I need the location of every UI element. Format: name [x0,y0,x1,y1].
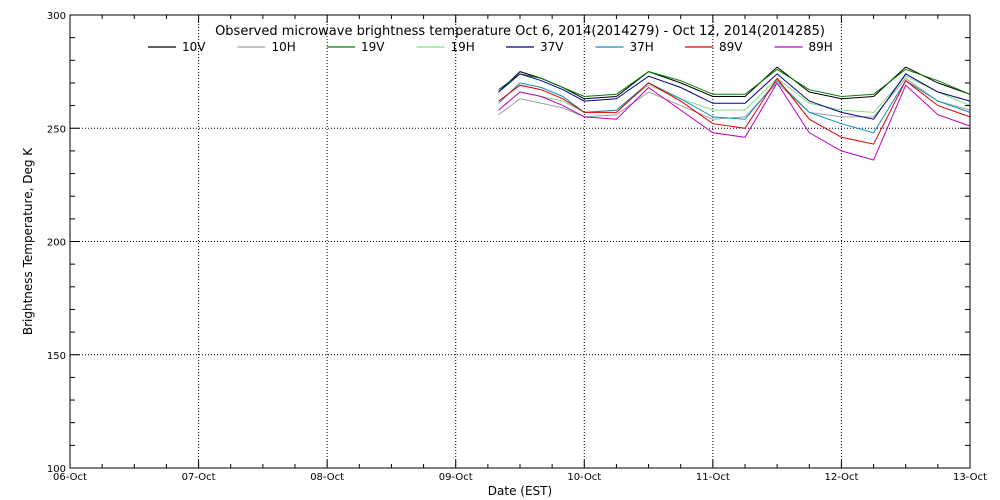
y-tick-label: 250 [47,124,66,135]
x-tick-label: 12-Oct [824,472,858,483]
series-line-19h [498,75,971,113]
tick-marks [69,14,971,469]
series-line-37h [498,79,971,134]
y-tick-label: 100 [47,464,66,475]
series-line-19v [498,68,971,98]
x-tick-label: 07-Oct [182,472,216,483]
y-axis-label: Brightness Temperature, Deg K [21,147,35,335]
series-line-10h [498,77,971,120]
x-tick-label: 06-Oct [53,472,87,483]
y-tick-label: 200 [47,238,66,249]
y-tick-label: 300 [47,11,66,22]
x-tick-label: 08-Oct [310,472,344,483]
x-tick-labels: 06-Oct 07-Oct 08-Oct 09-Oct 10-Oct 11-Oct 12-O… [53,472,987,483]
legend-label-37h: 37H [630,40,654,54]
legend-label-89h: 89H [809,40,833,54]
series-line-37v [498,73,971,120]
chart-title: Observed microwave brightness temperatur… [215,24,825,39]
legend-label-19v: 19V [361,40,385,54]
series-line-89v [498,77,971,145]
grid-lines [70,15,970,468]
legend-label-19h: 19H [451,40,475,54]
x-tick-label: 11-Oct [696,472,730,483]
legend: 10V 10H 19V 19H 37V 37H 89V 89H [148,40,833,54]
y-tick-labels: 100 150 200 250 300 [47,11,66,475]
y-tick-label: 150 [47,351,66,362]
legend-label-89v: 89V [719,40,743,54]
legend-label-10h: 10H [272,40,296,54]
x-axis-label: Date (EST) [488,484,552,498]
x-tick-label: 13-Oct [953,472,987,483]
series-line-89h [498,81,971,161]
series-lines [498,66,971,161]
legend-label-10v: 10V [182,40,206,54]
x-tick-label: 10-Oct [567,472,601,483]
x-tick-label: 09-Oct [439,472,473,483]
legend-label-37v: 37V [540,40,564,54]
